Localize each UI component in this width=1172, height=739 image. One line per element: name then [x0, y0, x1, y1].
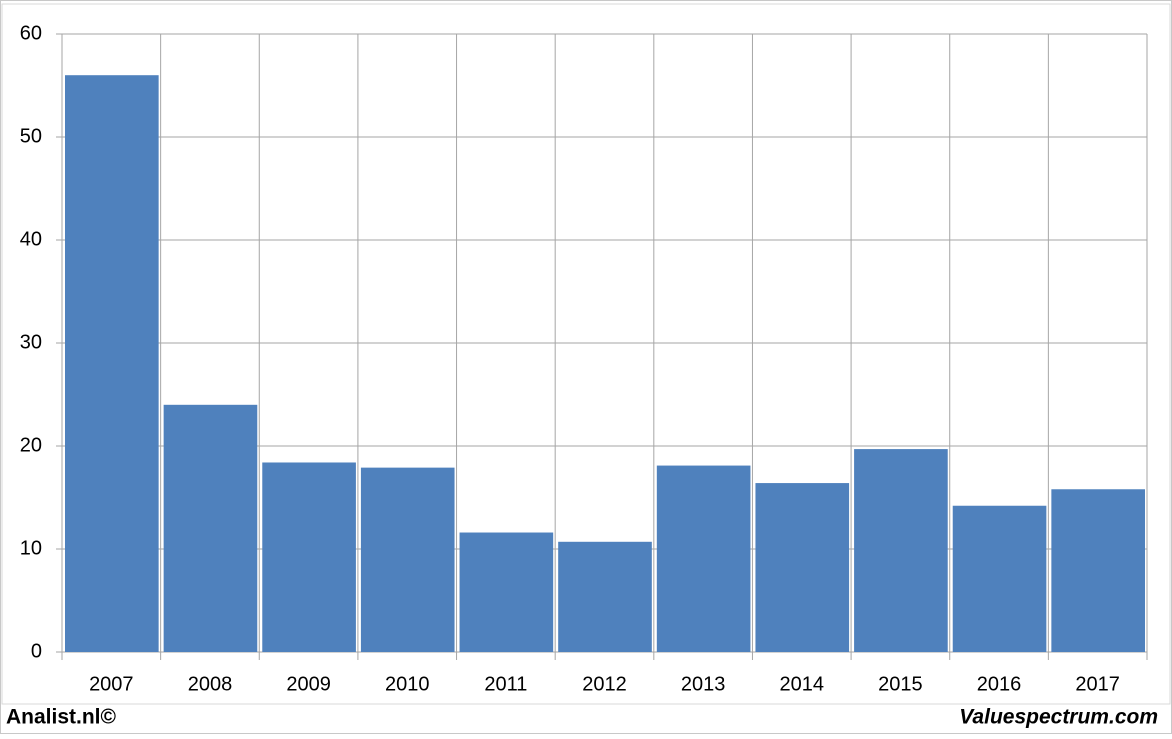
x-tick-label: 2011: [484, 673, 527, 695]
x-tick-label: 2015: [878, 673, 923, 695]
y-tick-label: 20: [20, 434, 42, 456]
bar: [854, 449, 948, 652]
bar: [952, 505, 1047, 652]
x-tick-label: 2013: [681, 673, 726, 695]
x-tick-label: 2010: [385, 673, 430, 695]
y-tick-label: 10: [20, 537, 42, 559]
bar: [262, 462, 356, 652]
bar: [459, 532, 554, 652]
x-tick-label: 2009: [286, 673, 331, 695]
footer-right: Valuespectrum.com: [959, 706, 1158, 729]
y-tick-label: 30: [20, 331, 42, 353]
y-tick-label: 40: [20, 228, 42, 250]
bar: [656, 465, 751, 652]
x-tick-label: 2014: [780, 673, 825, 695]
bar: [360, 467, 455, 652]
bar: [1051, 489, 1145, 652]
bar: [755, 483, 850, 652]
x-tick-label: 2016: [977, 673, 1022, 695]
y-tick-label: 0: [31, 640, 42, 662]
footer-left: Analist.nl©: [6, 706, 117, 729]
y-tick-label: 60: [20, 22, 42, 44]
x-tick-label: 2017: [1075, 673, 1120, 695]
bar: [163, 404, 258, 652]
x-tick-label: 2008: [188, 673, 233, 695]
x-tick-label: 2007: [89, 673, 134, 695]
y-tick-label: 50: [20, 125, 42, 147]
x-tick-label: 2012: [582, 673, 627, 695]
bar: [65, 75, 159, 652]
bar: [558, 541, 652, 652]
